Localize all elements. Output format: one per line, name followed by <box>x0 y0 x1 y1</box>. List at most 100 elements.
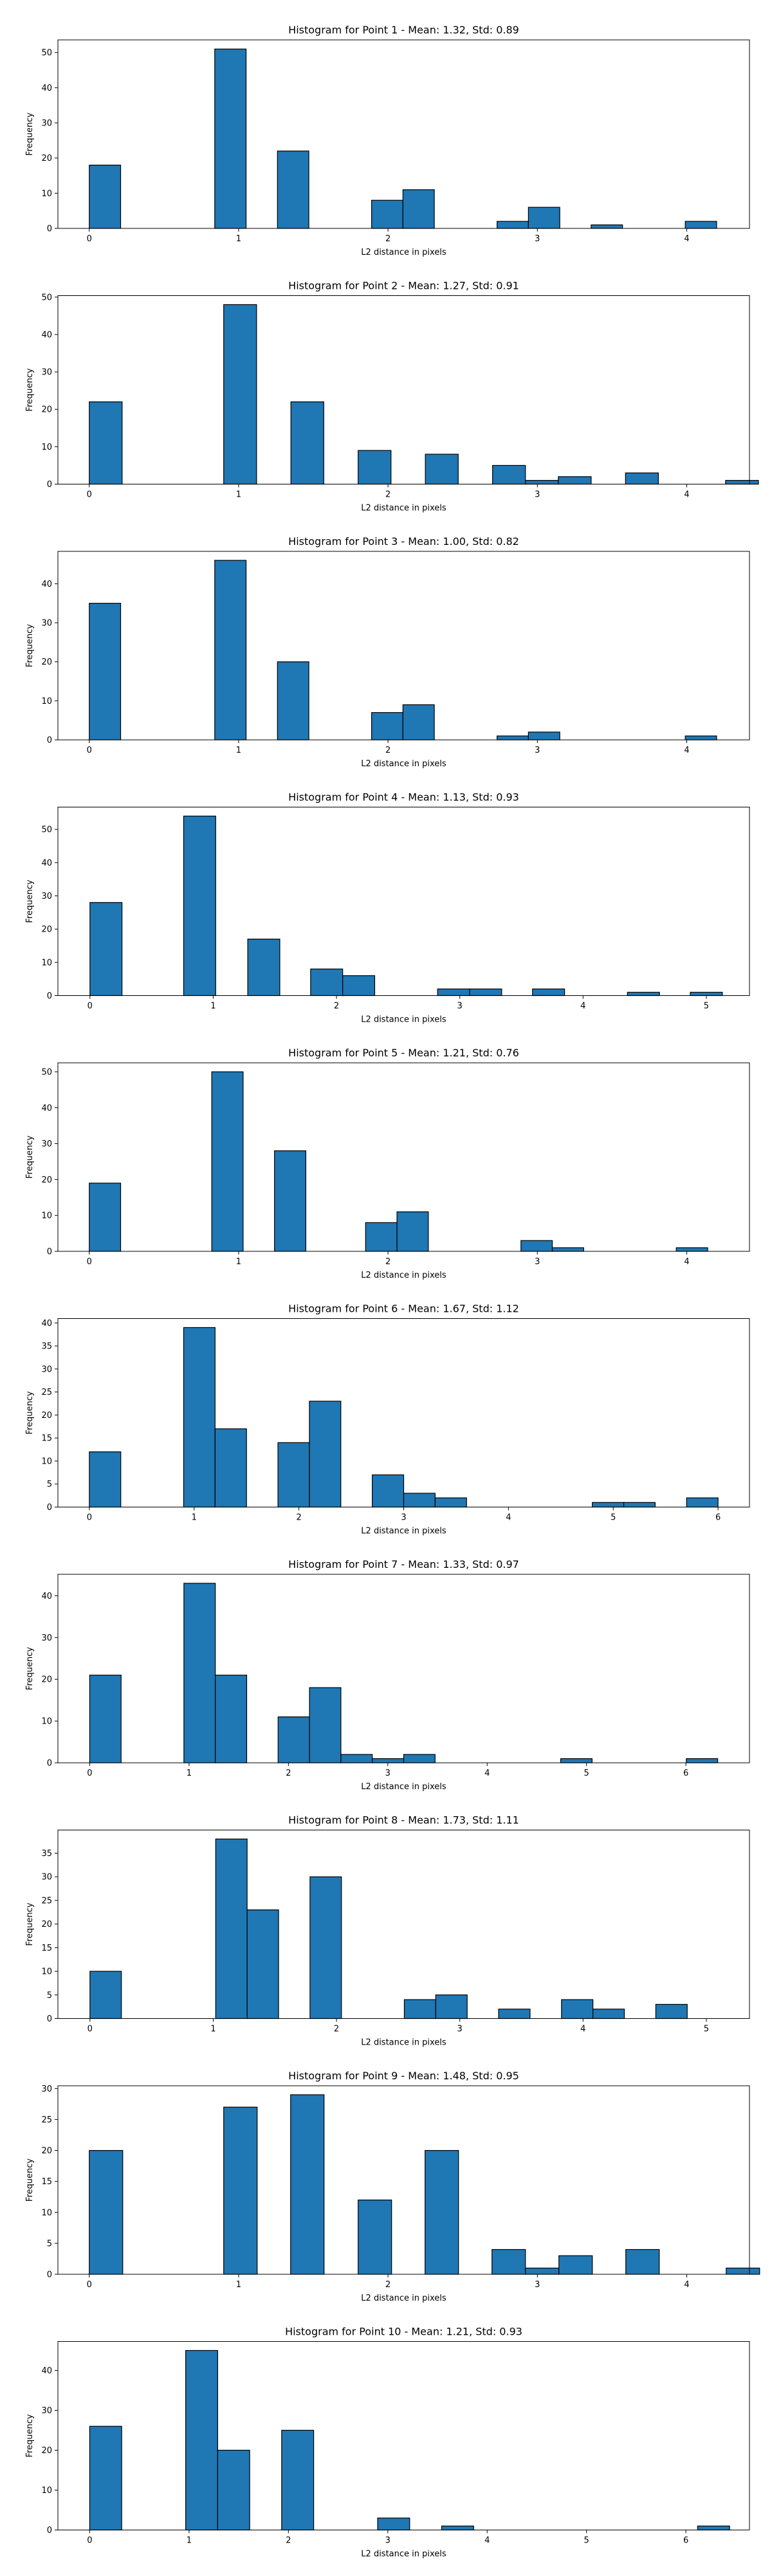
y-tick-label: 20 <box>41 2446 52 2456</box>
x-tick-label: 5 <box>704 1002 709 1011</box>
y-tick-label: 0 <box>47 225 52 234</box>
bar-6 <box>437 988 470 997</box>
bar-8 <box>558 2255 593 2275</box>
bar-9 <box>625 2249 660 2275</box>
chart-6: Histogram for Point 6 - Mean: 1.67, Std:… <box>25 1303 750 1536</box>
x-tick-label: 1 <box>192 1513 197 1523</box>
bar-7 <box>403 1493 436 1508</box>
bar-1 <box>89 1971 122 2019</box>
bar-4 <box>277 1442 310 1508</box>
x-tick-label: 0 <box>87 2536 92 2546</box>
bar-1 <box>89 1675 122 1763</box>
y-tick-label: 10 <box>41 1457 52 1466</box>
chart-title: Histogram for Point 9 - Mean: 1.48, Std:… <box>288 2070 519 2082</box>
y-tick-label: 50 <box>41 825 52 835</box>
y-axis-label: Frequency <box>25 2414 35 2457</box>
axes-frame <box>57 551 750 741</box>
bar-10 <box>655 2003 688 2019</box>
bar-8 <box>403 1754 436 1763</box>
bar-3 <box>217 2449 250 2531</box>
x-tick-label: 3 <box>385 1769 391 1778</box>
x-tick-label: 4 <box>684 746 689 755</box>
y-tick-label: 0 <box>47 1247 52 1257</box>
bar-5 <box>403 1999 436 2019</box>
y-tick-label: 30 <box>41 892 52 901</box>
y-tick-label: 10 <box>41 2208 52 2218</box>
y-tick-label: 15 <box>41 1944 52 1953</box>
y-tick-label: 10 <box>41 697 52 706</box>
bar-10 <box>726 2267 760 2275</box>
bar-6 <box>497 221 529 229</box>
y-tick-label: 30 <box>41 1873 52 1882</box>
y-tick-label: 20 <box>41 1675 52 1685</box>
y-tick-label: 20 <box>41 405 52 415</box>
bar-10 <box>623 1502 656 1508</box>
bar-8 <box>676 1247 708 1252</box>
bar-6 <box>340 1754 373 1763</box>
axes-frame <box>57 1574 750 1763</box>
bar-2 <box>223 2106 258 2275</box>
bar-5 <box>425 2149 459 2275</box>
bar-2 <box>183 1327 216 1508</box>
bar-3 <box>215 1675 248 1763</box>
bar-1 <box>89 603 122 741</box>
bar-5 <box>342 975 376 997</box>
x-tick-label: 6 <box>715 1513 721 1523</box>
bar-1 <box>89 1451 122 1508</box>
bar-7 <box>372 1758 405 1763</box>
y-tick-label: 0 <box>47 736 52 746</box>
y-axis-label: Frequency <box>25 113 35 156</box>
x-tick-label: 0 <box>87 1257 92 1267</box>
x-axis-label: L2 distance in pixels <box>361 248 446 257</box>
chart-1: Histogram for Point 1 - Mean: 1.32, Std:… <box>25 24 750 257</box>
y-tick-label: 0 <box>47 480 52 490</box>
x-tick-label: 0 <box>87 2025 93 2034</box>
bar-9 <box>627 991 660 997</box>
bar-4 <box>365 1222 398 1252</box>
y-axis-label: Frequency <box>25 1391 35 1434</box>
y-tick-label: 40 <box>41 84 52 93</box>
chart-4: Histogram for Point 4 - Mean: 1.13, Std:… <box>25 791 750 1025</box>
bar-7 <box>498 2009 531 2019</box>
x-tick-label: 5 <box>704 2025 709 2034</box>
x-tick-label: 3 <box>535 490 540 500</box>
x-tick-label: 2 <box>385 746 391 755</box>
bar-4 <box>309 1876 342 2019</box>
y-tick-label: 0 <box>47 1503 52 1513</box>
bar-6 <box>520 1240 553 1252</box>
y-tick-label: 40 <box>41 858 52 868</box>
x-tick-label: 2 <box>296 1513 301 1523</box>
x-tick-label: 3 <box>457 1002 463 1011</box>
y-tick-label: 10 <box>41 958 52 968</box>
bar-2 <box>183 815 216 997</box>
x-tick-label: 3 <box>401 1513 406 1523</box>
bar-2 <box>223 304 257 485</box>
y-axis-label: Frequency <box>25 1136 35 1179</box>
bar-3 <box>247 939 280 997</box>
y-tick-label: 10 <box>41 189 52 199</box>
x-axis-label: L2 distance in pixels <box>361 1015 446 1025</box>
x-tick-label: 4 <box>506 1513 511 1523</box>
bar-8 <box>558 476 592 485</box>
bar-4 <box>371 712 403 741</box>
y-tick-label: 15 <box>41 2177 52 2187</box>
y-tick-label: 30 <box>41 119 52 129</box>
bar-1 <box>89 1182 122 1252</box>
axes-frame <box>57 1830 750 2019</box>
y-tick-label: 10 <box>41 1967 52 1977</box>
bar-9 <box>560 1758 593 1763</box>
x-tick-label: 4 <box>684 2280 689 2290</box>
chart-title: Histogram for Point 5 - Mean: 1.21, Std:… <box>288 1047 519 1059</box>
bar-10 <box>686 1758 719 1763</box>
chart-7: Histogram for Point 7 - Mean: 1.33, Std:… <box>25 1558 750 1792</box>
x-tick-label: 0 <box>87 746 92 755</box>
bar-3 <box>274 1150 307 1252</box>
bar-5 <box>377 2517 410 2531</box>
bar-9 <box>592 1502 625 1508</box>
bar-2 <box>183 1583 216 1763</box>
axes-frame <box>57 295 750 484</box>
bar-7 <box>528 731 560 741</box>
x-tick-label: 0 <box>87 1769 92 1778</box>
y-tick-label: 25 <box>41 1388 52 1397</box>
